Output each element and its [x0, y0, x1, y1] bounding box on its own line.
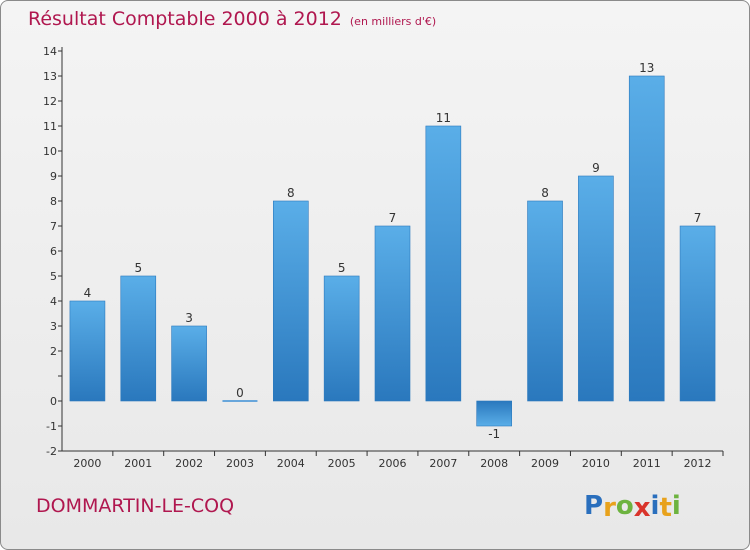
x-tick-label: 2008: [480, 457, 508, 470]
data-labels: 4 5 3 0 8 5 7 11 -1 8 9 13 7: [84, 61, 702, 441]
bar: [120, 275, 157, 402]
y-tick-label: 10: [43, 145, 57, 158]
data-label: 4: [84, 286, 92, 300]
commune-name: DOMMARTIN-LE-COQ: [36, 495, 235, 517]
bar: [679, 225, 716, 402]
logo-letter: i: [650, 491, 660, 521]
logo-letter: x: [633, 493, 651, 523]
x-tick-label: 2002: [175, 457, 203, 470]
data-label: 11: [436, 111, 451, 125]
x-tick-label: 2011: [633, 457, 661, 470]
y-tick-label: 8: [50, 195, 57, 208]
axes: -2 -1 0 2 3 4 5 6 7 8 9 10 11 12 13 14 2000 2001 2002 2003 2…: [43, 45, 724, 470]
x-tick-label: 2004: [277, 457, 305, 470]
y-tick-label: 7: [50, 220, 57, 233]
title-text: Résultat Comptable 2000 à 2012: [28, 8, 342, 30]
bars: [69, 75, 716, 427]
x-tick-label: 2003: [226, 457, 254, 470]
y-tick-label: 13: [43, 70, 57, 83]
x-tick-label: 2001: [124, 457, 152, 470]
logo-letter: P: [584, 491, 604, 521]
y-tick-label: -1: [46, 420, 57, 433]
bar: [425, 125, 462, 402]
y-tick-label: 0: [50, 395, 57, 408]
x-tick-label: 2006: [379, 457, 407, 470]
y-tick-label: 6: [50, 245, 57, 258]
y-tick-label: 3: [50, 320, 57, 333]
bar: [273, 200, 309, 402]
x-tick-label: 2005: [328, 457, 356, 470]
data-label: 8: [541, 186, 549, 200]
bar: [374, 225, 411, 402]
data-label: 5: [338, 261, 346, 275]
data-label: 8: [287, 186, 295, 200]
data-label: 7: [694, 211, 702, 225]
x-tick-label: 2010: [582, 457, 610, 470]
x-tick-label: 2012: [684, 457, 712, 470]
data-label: 3: [185, 311, 193, 325]
logo-letter: r: [603, 493, 616, 523]
y-tick-label: 14: [43, 45, 57, 58]
bar: [628, 75, 665, 402]
data-label: -1: [488, 427, 500, 441]
bar: [69, 300, 106, 402]
logo-letter: o: [615, 491, 634, 521]
data-label: 7: [389, 211, 397, 225]
bar: [527, 200, 563, 402]
logo-letter: i: [671, 491, 681, 521]
y-tick-label: 11: [43, 120, 57, 133]
chart-title: Résultat Comptable 2000 à 2012 (en millie…: [28, 8, 436, 30]
y-tick-label: 5: [50, 270, 57, 283]
data-label: 5: [134, 261, 142, 275]
x-tick-label: 2009: [531, 457, 559, 470]
bar: [323, 275, 360, 402]
data-label: 0: [236, 386, 244, 400]
subtitle-text: (en milliers d'€): [349, 15, 437, 28]
logo-letter: t: [659, 493, 672, 523]
y-tick-label: 9: [50, 170, 57, 183]
bar: [171, 325, 207, 402]
data-label: 9: [592, 161, 600, 175]
data-label: 13: [639, 61, 654, 75]
x-tick-label: 2000: [73, 457, 101, 470]
y-tick-label: 2: [50, 345, 57, 358]
bar: [476, 400, 512, 427]
proxiti-logo: Proxiti: [584, 491, 681, 523]
y-tick-label: 12: [43, 95, 57, 108]
y-tick-label: 4: [50, 295, 57, 308]
x-tick-label: 2007: [429, 457, 457, 470]
y-tick-label: -2: [46, 445, 57, 458]
bar: [578, 175, 614, 402]
